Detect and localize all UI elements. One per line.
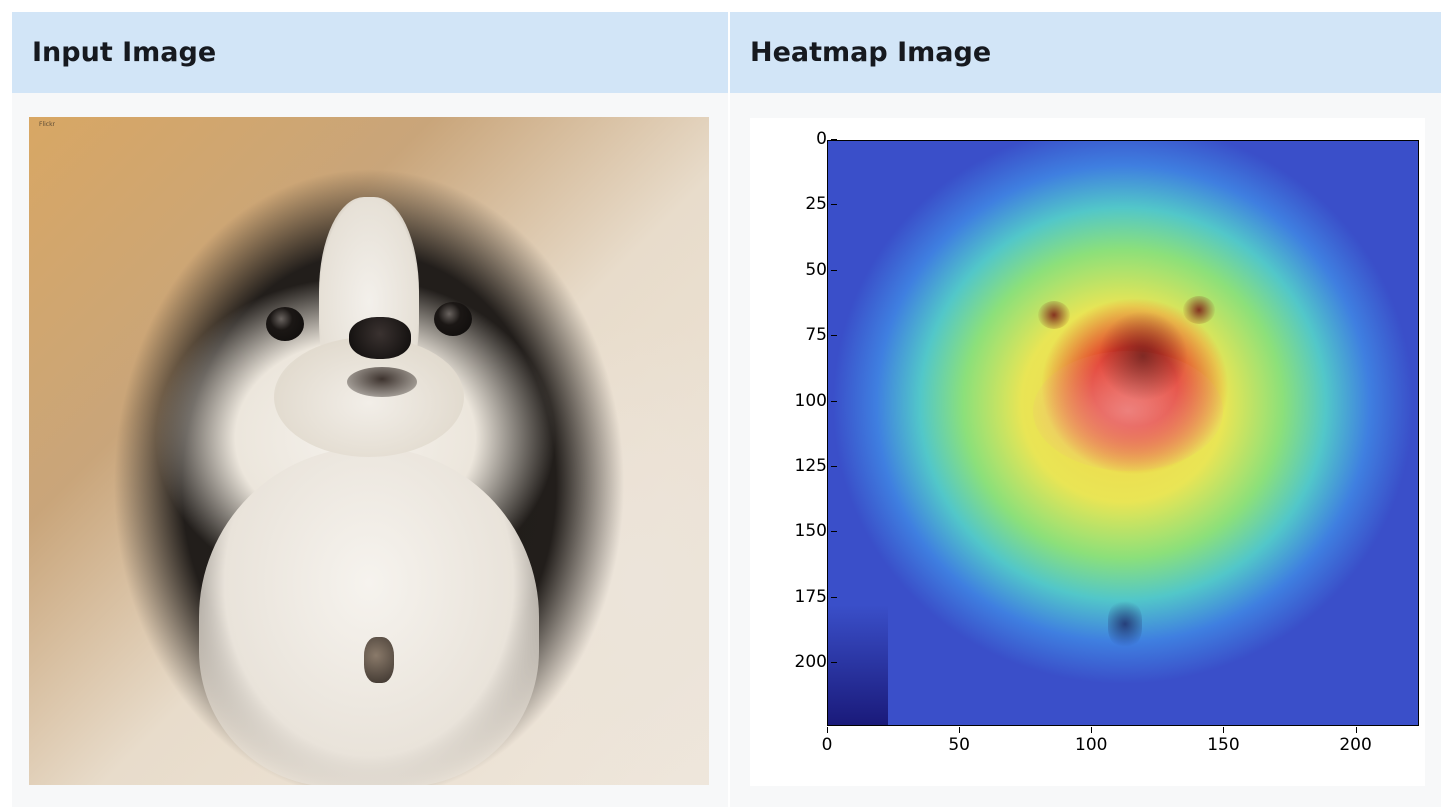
heatmap-collar-tag [1108,601,1142,647]
dog-collar-tag [364,637,394,683]
heatmap-image-cell: 0 25 50 75 100 125 150 175 200 0 50 100 150 200 [728,93,1441,807]
y-tick-label: 175 [767,587,837,607]
heatmap-figure: 0 25 50 75 100 125 150 175 200 0 50 100 150 200 [750,118,1425,786]
heatmap-image-header: Heatmap Image [728,12,1441,93]
dog-nose [349,317,411,359]
x-tick-label: 0 [797,727,857,755]
heatmap-dark-corner [828,605,888,725]
heatmap-right-eye [1183,296,1215,324]
input-image-header: Input Image [12,12,728,93]
image-comparison-table: Input Image Heatmap Image Flickr 0 25 [12,12,1441,807]
y-tick-label: 0 [767,129,837,149]
y-tick-label: 150 [767,521,837,541]
heatmap-nose [1098,311,1188,401]
dog-left-eye [266,307,304,341]
input-image-cell: Flickr [12,93,728,807]
y-tick-label: 200 [767,652,837,672]
x-tick-label: 100 [1061,727,1121,755]
dog-chest-fur [199,447,539,785]
y-tick-label: 25 [767,194,837,214]
y-tick-label: 75 [767,325,837,345]
x-tick-label: 50 [929,727,989,755]
x-tick-label: 200 [1326,727,1386,755]
dog-right-eye [434,302,472,336]
y-tick-label: 50 [767,260,837,280]
heatmap-plot-area [827,140,1419,726]
input-dog-photo: Flickr [29,117,709,785]
x-tick-label: 150 [1193,727,1253,755]
photo-stamp: Flickr [39,121,56,128]
heatmap-left-eye [1038,301,1070,329]
dog-mouth [347,367,417,397]
y-tick-label: 125 [767,456,837,476]
y-tick-label: 100 [767,391,837,411]
